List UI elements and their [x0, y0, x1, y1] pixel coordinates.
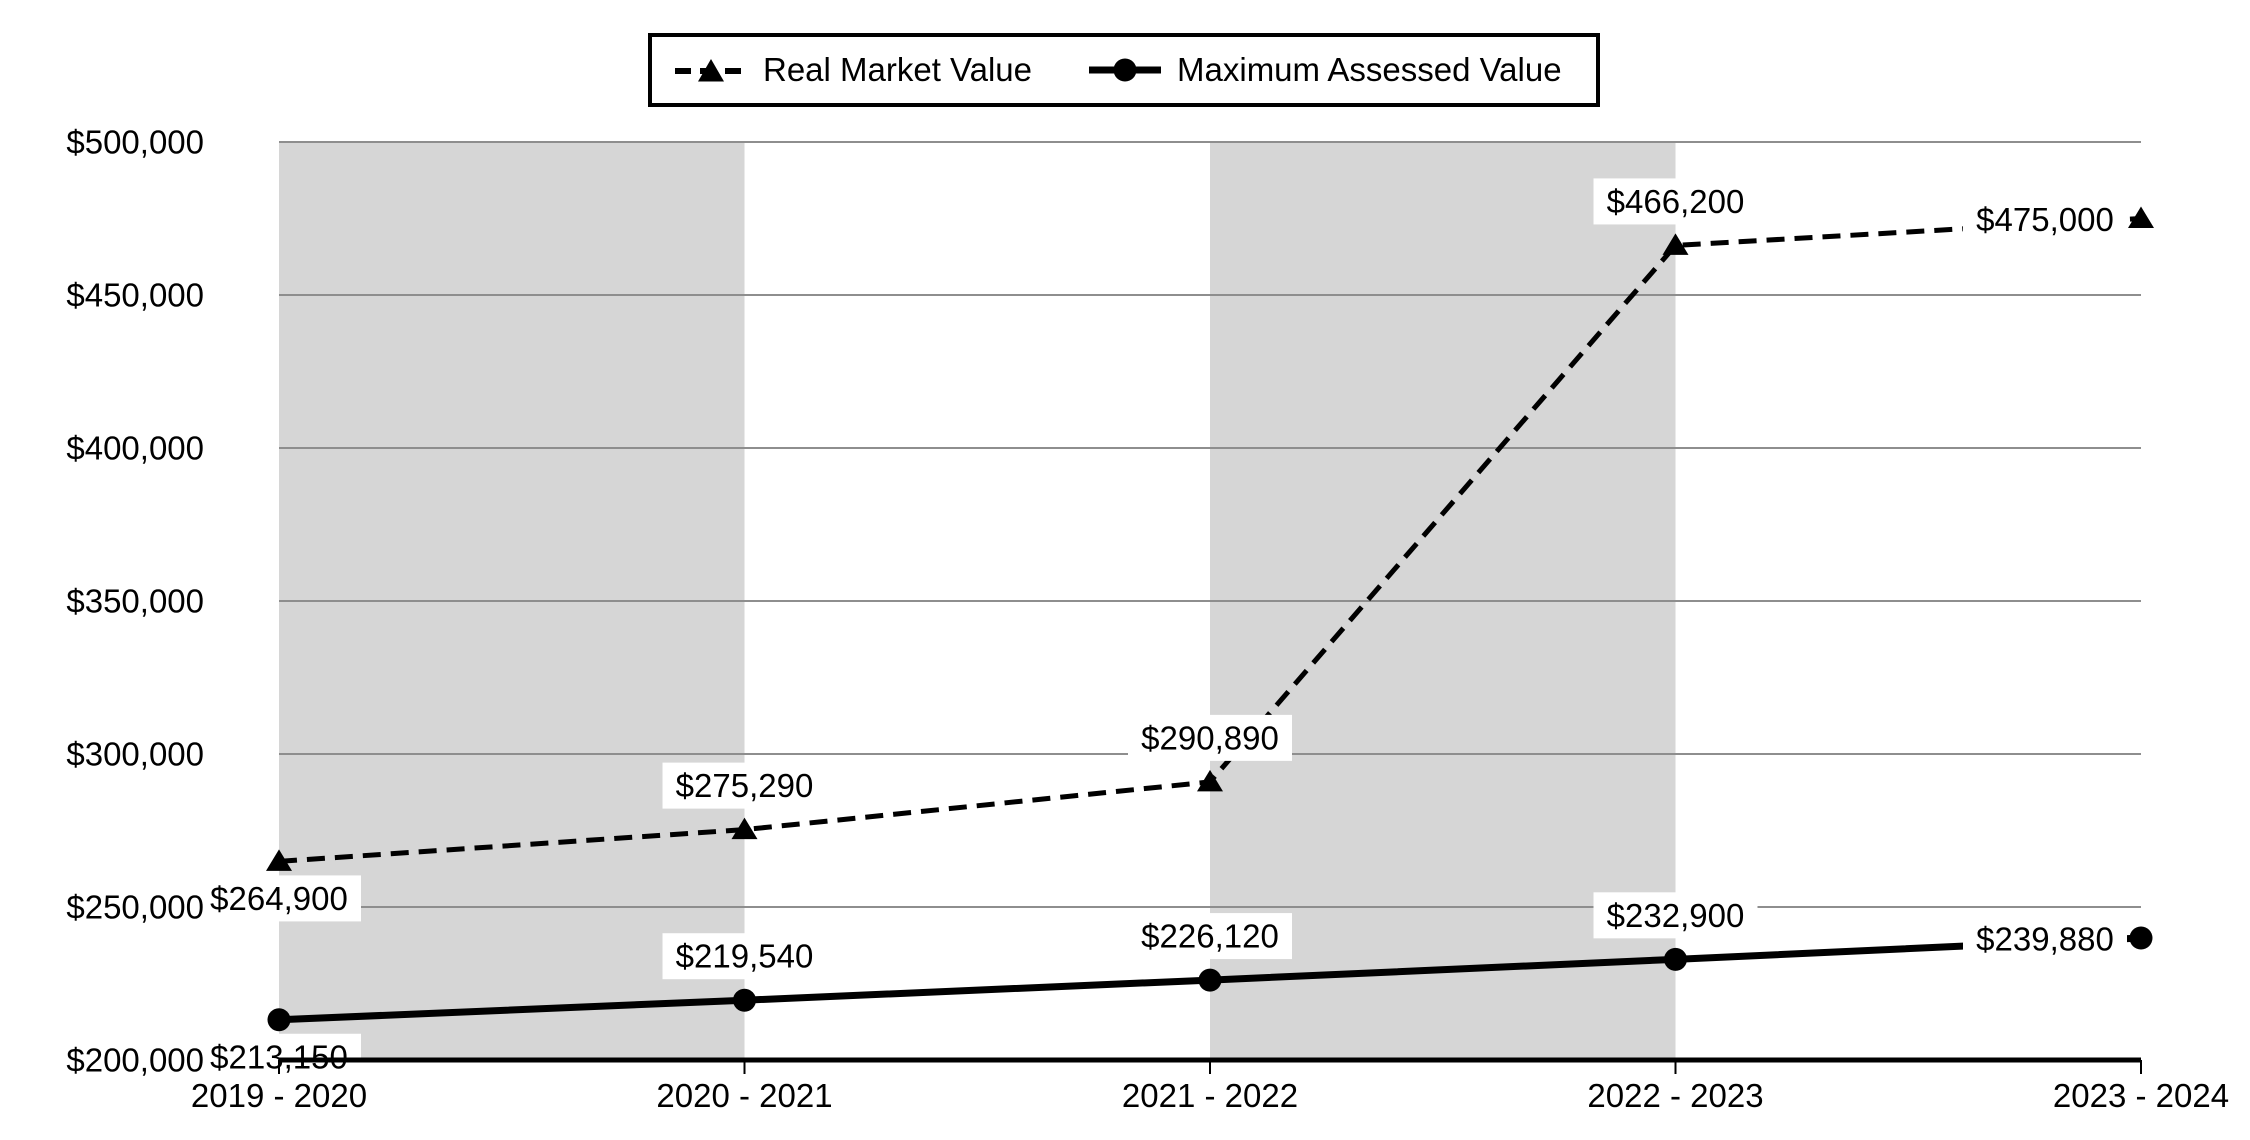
- data-label-background: [662, 762, 827, 809]
- marker-circle-maximum-assessed-value: [2129, 926, 2153, 950]
- data-label-background: [1128, 714, 1292, 761]
- data-label: $475,000: [1976, 201, 2114, 238]
- data-label: $226,120: [1141, 918, 1279, 955]
- marker-triangle-real-market-value: [266, 849, 292, 871]
- marker-triangle-real-market-value: [2128, 206, 2154, 228]
- data-label-background: [1963, 915, 2127, 962]
- data-label: $264,900: [210, 880, 348, 917]
- data-label-background: [1593, 892, 1758, 939]
- marker-circle-maximum-assessed-value: [1664, 947, 1687, 971]
- marker-triangle-real-market-value: [731, 817, 758, 840]
- data-label-background: [197, 875, 361, 922]
- y-axis-tick-label: $200,000: [66, 1042, 204, 1079]
- data-label: $219,540: [676, 938, 814, 975]
- legend-entry-maximum-assessed-value: Maximum Assessed Value: [1088, 51, 1562, 89]
- legend-label-maximum-assessed-value: Maximum Assessed Value: [1177, 51, 1562, 88]
- x-axis-tick-label: 2019 - 2020: [191, 1077, 367, 1114]
- data-label: $232,900: [1607, 897, 1745, 934]
- data-label: $275,290: [676, 767, 814, 804]
- y-axis-tick-label: $250,000: [66, 889, 204, 926]
- data-label: $466,200: [1607, 183, 1745, 220]
- y-axis-tick-label: $300,000: [66, 736, 204, 773]
- y-axis-tick-label: $350,000: [66, 583, 204, 620]
- legend-label-real-market-value: Real Market Value: [763, 51, 1033, 88]
- x-axis-tick-label: 2021 - 2022: [1122, 1077, 1298, 1114]
- data-label-background: [1128, 913, 1292, 960]
- data-label: $239,880: [1976, 920, 2114, 957]
- data-label-background: [1963, 196, 2127, 243]
- y-axis-tick-label: $500,000: [66, 124, 204, 161]
- data-label-background: [662, 933, 827, 980]
- data-label-background: [1593, 178, 1758, 225]
- solid-line-circle-marker-icon: [1089, 58, 1162, 82]
- marker-triangle-real-market-value: [1662, 233, 1689, 255]
- marker-triangle-real-market-value: [1197, 769, 1223, 792]
- y-axis-tick-label: $450,000: [66, 277, 204, 314]
- legend-entry-real-market-value: Real Market Value: [674, 51, 1032, 89]
- x-axis-tick-label: 2022 - 2023: [1587, 1077, 1763, 1114]
- y-axis-tick-label: $400,000: [66, 430, 204, 467]
- x-axis-tick-label: 2023 - 2024: [2053, 1077, 2229, 1114]
- dashed-line-triangle-marker-icon: [675, 59, 747, 82]
- data-label: $290,890: [1141, 719, 1279, 756]
- marker-circle-maximum-assessed-value: [267, 1008, 291, 1032]
- x-axis-tick-label: 2020 - 2021: [656, 1077, 832, 1114]
- marker-circle-maximum-assessed-value: [1198, 968, 1222, 992]
- marker-circle-maximum-assessed-value: [733, 988, 756, 1012]
- chart-legend: Real Market Value Maximum Assessed Value: [648, 33, 1600, 107]
